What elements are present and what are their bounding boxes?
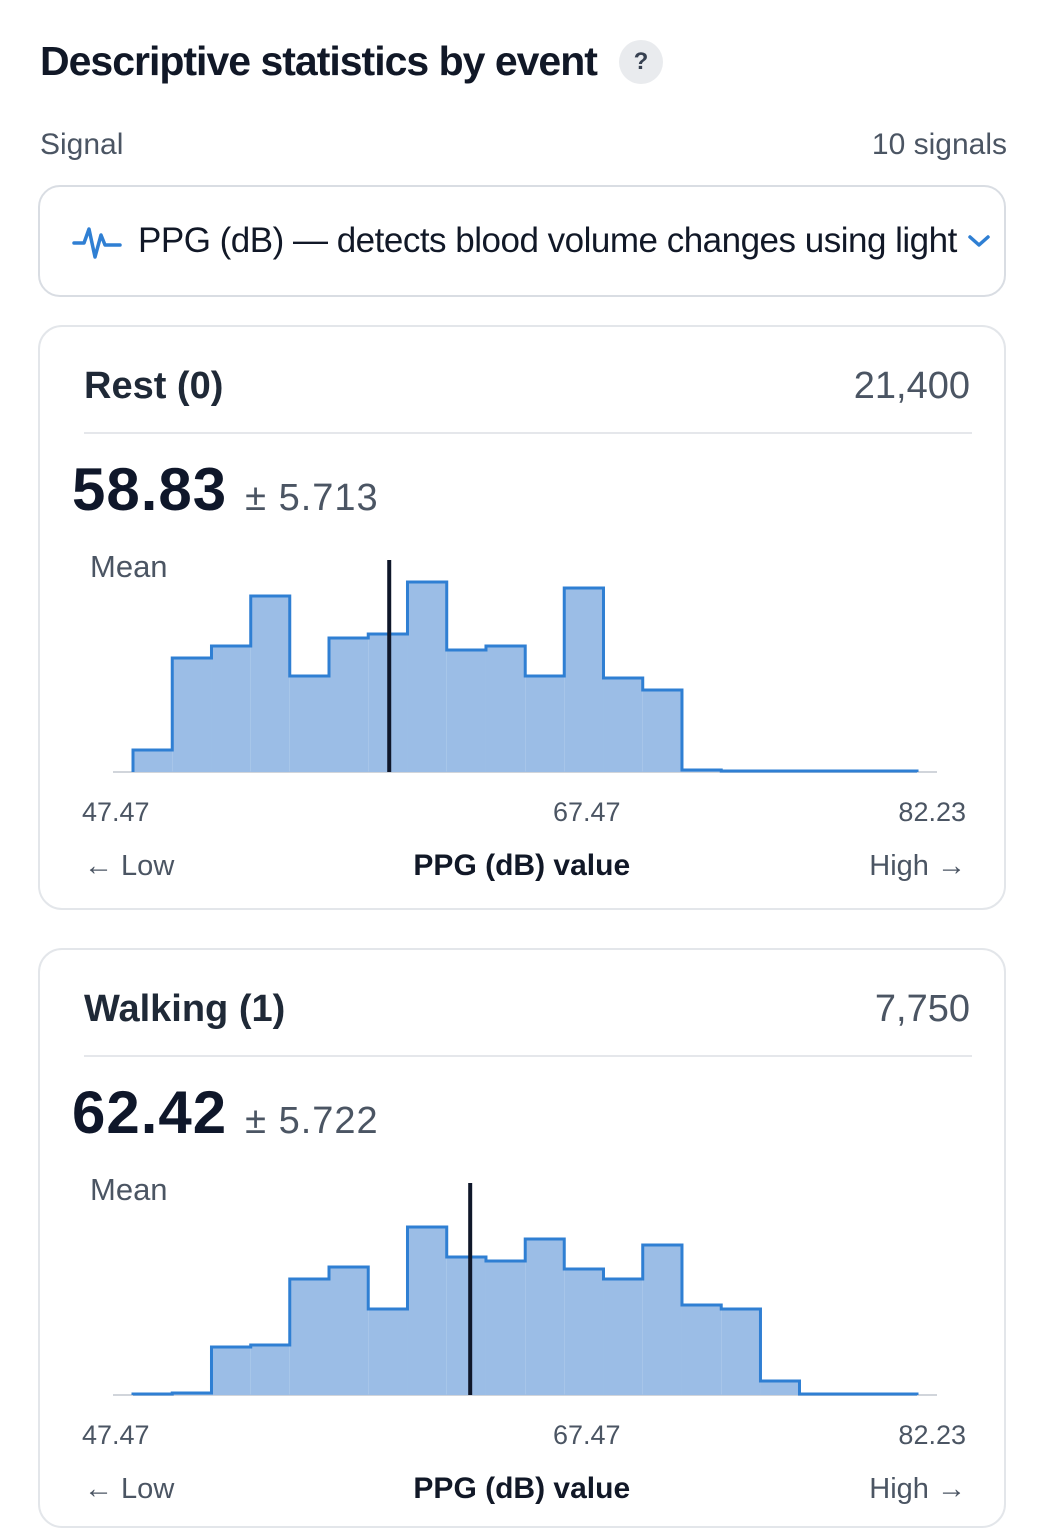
histogram-bar — [721, 1309, 761, 1395]
histogram-bar — [603, 1279, 643, 1395]
x-tick-label: 67.47 — [553, 797, 621, 827]
mean-value: 58.83 — [72, 456, 228, 523]
histogram-chart — [113, 1183, 937, 1396]
histogram-outline — [131, 1225, 919, 1396]
mean-stat: 62.42 ± 5.722 — [72, 1078, 379, 1147]
histogram-outline — [131, 580, 919, 773]
x-axis-title: PPG (dB) value — [413, 849, 631, 882]
histogram-bar — [446, 650, 486, 772]
histogram-bar — [407, 1227, 447, 1395]
card-divider — [84, 1055, 972, 1057]
histogram-bar — [250, 1345, 290, 1395]
histogram-bar — [525, 1239, 565, 1395]
histogram-bar — [211, 646, 251, 772]
mean-value: 62.42 — [72, 1079, 228, 1146]
axis-low-label: ← Low — [84, 849, 175, 882]
histogram-bar — [329, 1267, 369, 1395]
signal-select-value: PPG (dB) — detects blood volume changes … — [138, 221, 957, 260]
histogram-bar — [485, 646, 526, 772]
histogram-bar — [133, 750, 173, 772]
mean-sd: ± 5.722 — [245, 1100, 379, 1142]
axis-high-label: High → — [869, 849, 966, 882]
histogram-bar — [603, 678, 643, 772]
histogram-bar — [289, 676, 329, 772]
mean-sd: ± 5.713 — [245, 477, 379, 519]
axis-low-label: ← Low — [84, 1472, 175, 1505]
histogram-bar — [446, 1257, 486, 1395]
histogram-chart — [113, 560, 937, 773]
event-card-rest: Rest (0) 21,400 58.83 ± 5.713 Mean 47.47… — [38, 325, 1006, 910]
pulse-icon — [72, 227, 122, 259]
event-count: 7,750 — [874, 988, 970, 1030]
histogram-bar — [642, 690, 682, 772]
mean-stat: 58.83 ± 5.713 — [72, 455, 379, 524]
histogram-bar — [760, 1381, 800, 1395]
help-icon[interactable]: ? — [618, 39, 663, 84]
histogram-bar — [642, 1245, 682, 1395]
x-tick-label: 82.23 — [898, 1420, 966, 1450]
histogram-bar — [525, 676, 565, 772]
page-header: Descriptive statistics by event ? — [40, 38, 663, 85]
histogram-bar — [250, 596, 290, 772]
signal-count: 10 signals — [871, 128, 1007, 161]
histogram-bar — [681, 1305, 722, 1395]
x-tick-label: 82.23 — [898, 797, 966, 827]
mean-label: Mean — [90, 549, 168, 584]
histogram-bar — [564, 588, 604, 772]
histogram-bar — [485, 1261, 526, 1395]
histogram-bar — [564, 1269, 604, 1395]
histogram-bar — [329, 638, 369, 772]
axis-high-label: High → — [869, 1472, 966, 1505]
event-card-walking: Walking (1) 7,750 62.42 ± 5.722 Mean 47.… — [38, 948, 1006, 1528]
signal-row: Signal 10 signals — [40, 128, 1007, 162]
x-tick-label: 67.47 — [553, 1420, 621, 1450]
card-divider — [84, 432, 972, 434]
x-tick-label: 47.47 — [82, 797, 150, 827]
x-axis-title: PPG (dB) value — [413, 1472, 631, 1505]
histogram-bar — [172, 658, 212, 772]
axis-row: ← Low PPG (dB) value High → — [84, 1472, 966, 1506]
histogram-bar — [289, 1279, 329, 1395]
axis-row: ← Low PPG (dB) value High → — [84, 849, 966, 883]
chevron-down-icon — [968, 235, 990, 247]
histogram-bar — [211, 1347, 251, 1395]
event-count: 21,400 — [853, 365, 970, 407]
page-title: Descriptive statistics by event — [40, 38, 598, 84]
x-tick-label: 47.47 — [82, 1420, 150, 1450]
event-title: Rest (0) — [84, 365, 224, 407]
mean-label: Mean — [90, 1172, 168, 1207]
histogram-bar — [368, 1309, 408, 1395]
histogram-bar — [407, 582, 447, 772]
signal-label: Signal — [40, 128, 124, 161]
signal-select[interactable]: PPG (dB) — detects blood volume changes … — [38, 185, 1006, 297]
event-title: Walking (1) — [84, 988, 286, 1030]
